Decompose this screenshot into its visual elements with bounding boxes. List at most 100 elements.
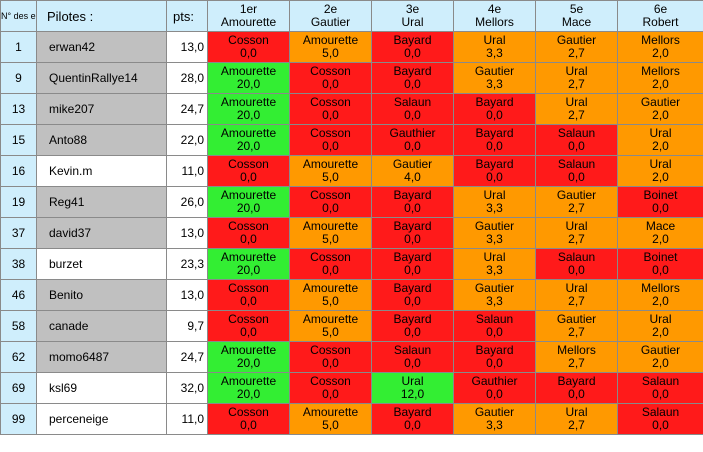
predicted-driver: Cosson: [310, 343, 351, 357]
prediction-cell-5: Gautier 2,7: [535, 310, 618, 342]
prediction-score: 2,7: [568, 201, 585, 215]
predicted-driver: Amourette: [302, 33, 359, 47]
prediction-score: 3,3: [486, 46, 503, 60]
prediction-score: 0,0: [652, 201, 669, 215]
prediction-score: 2,0: [652, 46, 669, 60]
pilot-name: QuentinRallye14: [36, 62, 167, 94]
prediction-cell-6: Mellors 2,0: [617, 62, 703, 94]
predicted-driver: Cosson: [310, 126, 351, 140]
table-row: 1 erwan42 13,0 Cosson 0,0 Amourette 5,0 Bayard 0…: [0, 31, 703, 63]
prediction-cell-1: Amourette 20,0: [207, 372, 290, 404]
rank-position: 5e: [569, 2, 584, 16]
entry-number: 46: [0, 279, 37, 311]
table-header: N° des engagés Pilotes : pts: 1erAmouret…: [0, 0, 703, 32]
predicted-driver: Mellors: [641, 33, 680, 47]
pilot-name: Benito: [36, 279, 167, 311]
table-row: 38 burzet 23,3 Amourette 20,0 Cosson 0,0 Bayard…: [0, 248, 703, 280]
prediction-cell-5: Gautier 2,7: [535, 186, 618, 218]
prediction-score: 0,0: [404, 356, 421, 370]
table-row: 46 Benito 13,0 Cosson 0,0 Amourette 5,0 Bayard 0…: [0, 279, 703, 311]
header-rank-6: 6e Robert: [617, 0, 703, 32]
prediction-score: 0,0: [322, 77, 339, 91]
prediction-score: 0,0: [404, 108, 421, 122]
prediction-cell-4: Ural 3,3: [453, 31, 536, 63]
prediction-score: 5,0: [322, 325, 339, 339]
prediction-score: 2,0: [652, 108, 669, 122]
prediction-cell-3: Ural 12,0: [371, 372, 454, 404]
predicted-driver: Ural: [649, 312, 672, 326]
prediction-cell-6: Ural 2,0: [617, 155, 703, 187]
prediction-cell-1: Cosson 0,0: [207, 279, 290, 311]
prediction-cell-3: Salaun 0,0: [371, 341, 454, 373]
prediction-score: 5,0: [322, 170, 339, 184]
predicted-driver: Cosson: [228, 405, 269, 419]
header-rank-5: 5e Mace: [535, 0, 618, 32]
prediction-score: 0,0: [322, 108, 339, 122]
prediction-score: 0,0: [322, 263, 339, 277]
predicted-driver: Ural: [483, 250, 506, 264]
predicted-driver: Amourette: [302, 405, 359, 419]
rank-position: 3e: [405, 2, 420, 16]
predicted-driver: Bayard: [393, 312, 432, 326]
entry-number: 13: [0, 93, 37, 125]
prediction-cell-3: Bayard 0,0: [371, 62, 454, 94]
prediction-score: 0,0: [652, 263, 669, 277]
prediction-cell-4: Bayard 0,0: [453, 93, 536, 125]
predicted-driver: Bayard: [393, 405, 432, 419]
header-rank-2: 2e Gautier: [289, 0, 372, 32]
prediction-score: 2,7: [568, 77, 585, 91]
prediction-cell-6: Gautier 2,0: [617, 93, 703, 125]
prediction-cell-4: Bayard 0,0: [453, 124, 536, 156]
table-row: 58 canade 9,7 Cosson 0,0 Amourette 5,0 Bayard 0,…: [0, 310, 703, 342]
prediction-cell-4: Gauthier 0,0: [453, 372, 536, 404]
predicted-driver: Ural: [565, 219, 588, 233]
predicted-driver: Boinet: [643, 250, 678, 264]
predicted-driver: Bayard: [557, 374, 596, 388]
prediction-score: 0,0: [240, 170, 257, 184]
prediction-score: 5,0: [322, 294, 339, 308]
prediction-cell-5: Gautier 2,7: [535, 31, 618, 63]
rank-driver: Mellors: [475, 15, 514, 29]
prediction-score: 2,0: [652, 294, 669, 308]
prediction-cell-5: Ural 2,7: [535, 62, 618, 94]
predicted-driver: Salaun: [475, 312, 514, 326]
prediction-cell-2: Cosson 0,0: [289, 372, 372, 404]
prediction-cell-3: Bayard 0,0: [371, 217, 454, 249]
prediction-cell-1: Amourette 20,0: [207, 93, 290, 125]
prediction-cell-2: Cosson 0,0: [289, 62, 372, 94]
prediction-cell-3: Bayard 0,0: [371, 31, 454, 63]
prediction-score: 0,0: [568, 170, 585, 184]
rank-position: 6e: [653, 2, 668, 16]
prediction-score: 2,0: [652, 232, 669, 246]
entry-number: 69: [0, 372, 37, 404]
pilot-name: david37: [36, 217, 167, 249]
prediction-score: 20,0: [236, 263, 261, 277]
prediction-score: 0,0: [404, 294, 421, 308]
prediction-cell-5: Ural 2,7: [535, 217, 618, 249]
entry-number: 37: [0, 217, 37, 249]
prediction-score: 0,0: [652, 387, 669, 401]
prediction-score: 0,0: [404, 139, 421, 153]
pilot-name: mike207: [36, 93, 167, 125]
pilot-name: erwan42: [36, 31, 167, 63]
table-body: 1 erwan42 13,0 Cosson 0,0 Amourette 5,0 Bayard 0…: [0, 31, 703, 435]
prediction-score: 20,0: [236, 201, 261, 215]
prediction-score: 0,0: [486, 325, 503, 339]
predicted-driver: Cosson: [310, 188, 351, 202]
prediction-score: 2,7: [568, 418, 585, 432]
predicted-driver: Amourette: [220, 188, 277, 202]
entry-number: 1: [0, 31, 37, 63]
pilot-points: 32,0: [166, 372, 208, 404]
predicted-driver: Ural: [565, 281, 588, 295]
prediction-score: 2,7: [568, 356, 585, 370]
prediction-score: 3,3: [486, 201, 503, 215]
rank-position: 4e: [487, 2, 502, 16]
rank-driver: Robert: [642, 15, 679, 29]
table-row: 99 perceneige 11,0 Cosson 0,0 Amourette 5,0 Bay…: [0, 403, 703, 435]
prediction-score: 0,0: [486, 387, 503, 401]
predicted-driver: Cosson: [228, 312, 269, 326]
prediction-cell-1: Amourette 20,0: [207, 62, 290, 94]
predicted-driver: Ural: [483, 33, 506, 47]
prediction-score: 4,0: [404, 170, 421, 184]
table-row: 9 QuentinRallye14 28,0 Amourette 20,0 Cosson 0…: [0, 62, 703, 94]
